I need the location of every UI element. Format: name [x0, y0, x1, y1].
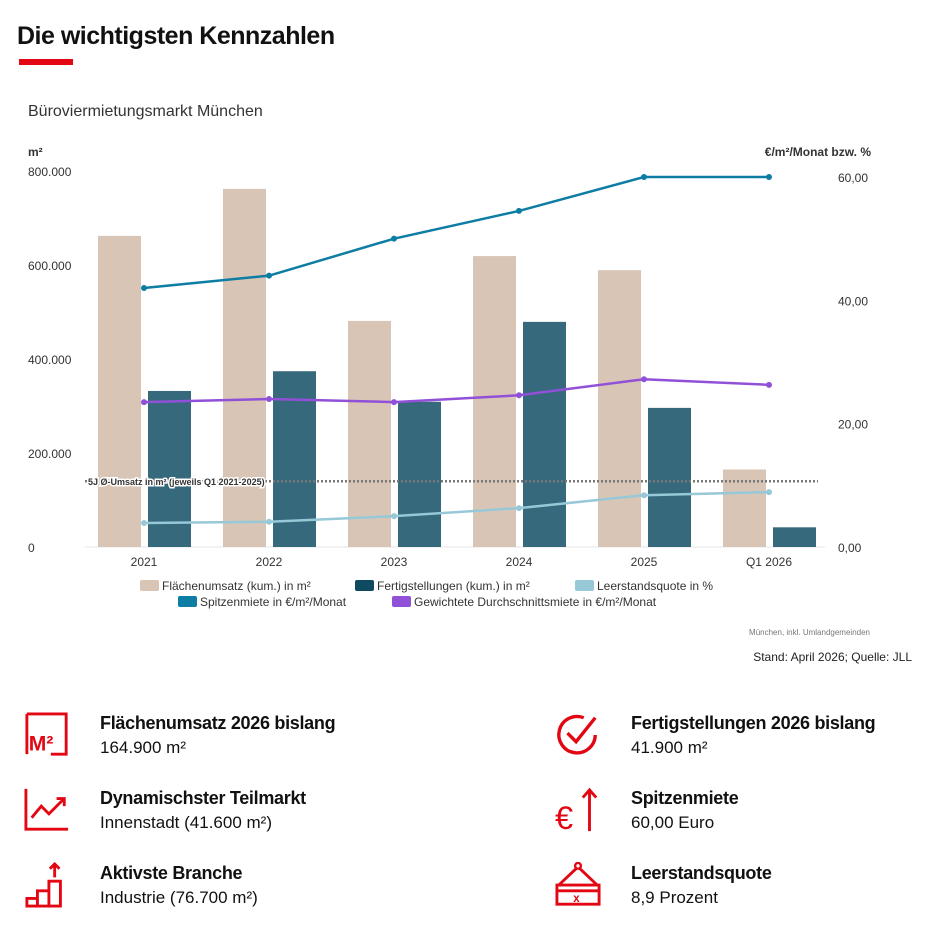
kpi-value: Industrie (76.700 m²) [100, 888, 258, 907]
bar-flaechenumsatz [473, 256, 516, 547]
kpi-item: M² Flächenumsatz 2026 bislang 164.900 m² [24, 712, 336, 758]
x-tick: 2025 [631, 555, 658, 569]
line-point [141, 399, 147, 406]
line-point [391, 399, 397, 406]
y-left-tick: 400.000 [28, 353, 72, 367]
kpi-value: Innenstadt (41.600 m²) [100, 813, 272, 832]
bar-fertigstellungen [148, 390, 191, 547]
kpi-title: Flächenumsatz 2026 bislang [100, 713, 336, 733]
kpi-title: Dynamischster Teilmarkt [100, 788, 306, 808]
bar-flaechenumsatz [223, 188, 266, 548]
line-series-2 [143, 378, 770, 404]
kpi-title: Spitzenmiete [631, 788, 739, 808]
x-tick: 2022 [256, 555, 283, 569]
line-point [641, 492, 647, 499]
kpi-title: Fertigstellungen 2026 bislang [631, 713, 876, 733]
checkmark-icon [557, 714, 597, 755]
kpi-title: Leerstandsquote [631, 863, 772, 883]
x-tick: 2024 [506, 555, 533, 569]
legend-swatch [575, 580, 594, 591]
x-tick: 2021 [131, 555, 158, 569]
x-tick: 2023 [381, 555, 408, 569]
m2-icon: M² [25, 712, 68, 756]
y-left-tick: 600.000 [28, 259, 72, 273]
legend-label: Leerstandsquote in % [597, 579, 713, 593]
svg-text:x: x [573, 893, 580, 905]
kpi-item: € Spitzenmiete 60,00 Euro [555, 787, 739, 833]
line-series-0 [143, 490, 770, 525]
y-left-label: m² [28, 145, 43, 159]
line-point [266, 518, 272, 525]
kpi-item: Dynamischster Teilmarkt Innenstadt (41.60… [24, 787, 306, 833]
y-right-tick: 0,00 [838, 541, 862, 555]
bar-fertigstellungen [773, 527, 816, 547]
growth-bars-icon [25, 862, 62, 908]
trend-chart-icon [24, 788, 69, 831]
title-underline [19, 59, 73, 65]
kpi-item: Fertigstellungen 2026 bislang 41.900 m² [555, 712, 876, 758]
y-right-label: €/m²/Monat bzw. % [765, 145, 872, 159]
line-point [141, 285, 147, 291]
svg-text:€: € [555, 800, 573, 833]
page-title: Die wichtigsten Kennzahlen [17, 22, 335, 50]
legend-swatch [355, 580, 374, 591]
kpi-value: 60,00 Euro [631, 813, 715, 832]
vacancy-sign-icon: x [555, 862, 601, 906]
legend-swatch [392, 596, 411, 607]
line-point [766, 174, 772, 180]
bar-fertigstellungen [648, 407, 691, 547]
y-left-tick: 0 [28, 541, 35, 555]
y-right-tick: 40,00 [838, 294, 868, 308]
kpi-item: Aktivste Branche Industrie (76.700 m²) [24, 862, 258, 908]
bar-flaechenumsatz [348, 320, 391, 547]
kpi-title: Aktivste Branche [100, 863, 243, 883]
legend-label: Flächenumsatz (kum.) in m² [162, 579, 311, 593]
line-point [266, 272, 272, 279]
line-point [766, 381, 772, 388]
kpi-value: 41.900 m² [631, 738, 708, 757]
line-point [516, 392, 522, 399]
y-right-tick: 60,00 [838, 171, 868, 185]
line-point [391, 513, 397, 520]
legend-swatch [178, 596, 197, 607]
chart-note: München, inkl. Umlandgemeinden [749, 628, 870, 637]
line-point [391, 235, 397, 242]
line-point [641, 174, 647, 180]
y-right-tick: 20,00 [838, 418, 868, 432]
bar-flaechenumsatz [98, 235, 141, 548]
line-point [766, 489, 772, 496]
bar-fertigstellungen [523, 321, 566, 547]
y-left-tick: 800.000 [28, 165, 72, 179]
line-point [266, 396, 272, 402]
line-series-1 [143, 175, 769, 290]
line-point [516, 505, 522, 512]
chart-title: Büroviermietungsmarkt München [28, 103, 263, 120]
bar-fertigstellungen [398, 401, 441, 547]
svg-text:M²: M² [29, 732, 54, 755]
legend-label: Spitzenmiete in €/m²/Monat [200, 595, 347, 609]
line-point [641, 376, 647, 383]
kpi-value: 164.900 m² [100, 738, 186, 757]
chart: Büroviermietungsmarkt München m² €/m²/Mo… [28, 103, 912, 664]
kpi-value: 8,9 Prozent [631, 888, 718, 907]
reference-line-label: 5J Ø-Umsatz in m² (jeweils Q1 2021-2025) [88, 477, 265, 487]
legend-swatch [140, 580, 159, 591]
line-point [516, 207, 522, 214]
legend-label: Fertigstellungen (kum.) in m² [377, 579, 530, 593]
x-tick: Q1 2026 [746, 555, 792, 569]
kpi-item: x Leerstandsquote 8,9 Prozent [555, 862, 772, 908]
bar-flaechenumsatz [598, 270, 641, 547]
legend-label: Gewichtete Durchschnittsmiete in €/m²/Mo… [414, 595, 657, 609]
euro-arrow-up-icon: € [555, 787, 598, 833]
line-point [141, 519, 147, 526]
source-text: Stand: April 2026; Quelle: JLL [753, 650, 912, 664]
y-left-tick: 200.000 [28, 447, 72, 461]
